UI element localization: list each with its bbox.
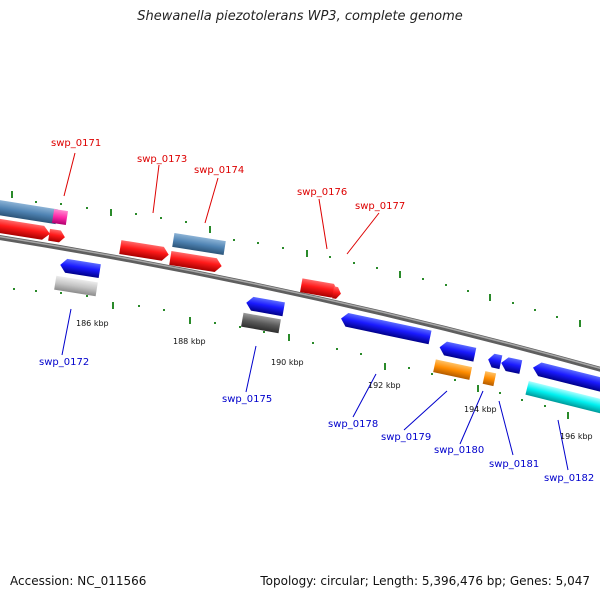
gene-feature-swp_0181-a[interactable] (487, 353, 503, 370)
gene-label-swp_0181[interactable]: swp_0181 (489, 459, 539, 470)
gene-feature-swp_0172[interactable] (54, 275, 98, 297)
gene-label-swp_0173[interactable]: swp_0173 (137, 154, 187, 165)
gene-feature-swp_0179-blue[interactable] (438, 340, 477, 362)
gene-label-swp_0182[interactable]: swp_0182 (544, 473, 594, 484)
gene-feature-swp_0180[interactable] (482, 371, 497, 387)
gene-feature-swp_0182[interactable] (525, 381, 600, 414)
gene-feature-swp_0174[interactable] (169, 251, 223, 273)
reverse-leader-lines (61, 308, 569, 471)
scale-label: 194 kbp (464, 405, 497, 414)
gene-feature-swp_0181[interactable] (500, 356, 523, 374)
gene-feature-swp_0179[interactable] (433, 359, 473, 380)
gene-label-swp_0180[interactable]: swp_0180 (434, 445, 484, 456)
scale-label: 196 kbp (560, 432, 593, 441)
gene-feature-swp_0176[interactable] (300, 278, 339, 298)
scale-label: 190 kbp (271, 358, 304, 367)
gene-feature-red-left[interactable] (0, 218, 51, 240)
forward-leader-lines (63, 152, 380, 255)
gene-label-swp_0174[interactable]: swp_0174 (194, 165, 244, 176)
scale-label: 188 kbp (173, 337, 206, 346)
topology-label: Topology: circular; Length: 5,396,476 bp… (260, 574, 590, 588)
gene-feature-swp_0173[interactable] (119, 240, 170, 261)
scale-label: 192 kbp (368, 381, 401, 390)
gene-feature-steel-left[interactable] (0, 199, 58, 225)
gene-label-swp_0171[interactable]: swp_0171 (51, 138, 101, 149)
accession-label: Accession: NC_011566 (10, 574, 147, 588)
gene-feature-swp_0175-blue[interactable] (245, 296, 285, 317)
forward-gene-labels: swp_0171 swp_0173 swp_0174 swp_0176 swp_… (51, 138, 405, 212)
map-title: Shewanella piezotolerans WP3, complete g… (137, 9, 463, 24)
reverse-gene-labels: swp_0172 swp_0175 swp_0178 swp_0179 swp_… (39, 357, 594, 484)
gene-feature-swp_0177[interactable] (332, 286, 342, 299)
gene-label-swp_0172[interactable]: swp_0172 (39, 357, 89, 368)
genome-backbone (0, 235, 600, 372)
gene-feature-swp_0171[interactable] (51, 208, 69, 226)
gene-label-swp_0179[interactable]: swp_0179 (381, 432, 431, 443)
scale-labels: 186 kbp 188 kbp 190 kbp 192 kbp 194 kbp … (76, 319, 593, 441)
gene-label-swp_0178[interactable]: swp_0178 (328, 419, 378, 430)
inner-ticks (13, 288, 569, 419)
gene-label-swp_0175[interactable]: swp_0175 (222, 394, 272, 405)
gene-label-swp_0176[interactable]: swp_0176 (297, 187, 347, 198)
outer-ticks (11, 191, 581, 327)
gene-feature-swp_0172-blue[interactable] (59, 258, 101, 279)
gene-feature-swp_0175[interactable] (241, 312, 281, 334)
scale-label: 186 kbp (76, 319, 109, 328)
gene-feature-swp_0174-upper[interactable] (172, 233, 226, 255)
gene-feature-swp_0178[interactable] (340, 312, 432, 345)
gene-label-swp_0177[interactable]: swp_0177 (355, 201, 405, 212)
gene-feature-swp_0182-blue[interactable] (531, 361, 600, 393)
gene-feature-red-small-left[interactable] (48, 228, 66, 243)
